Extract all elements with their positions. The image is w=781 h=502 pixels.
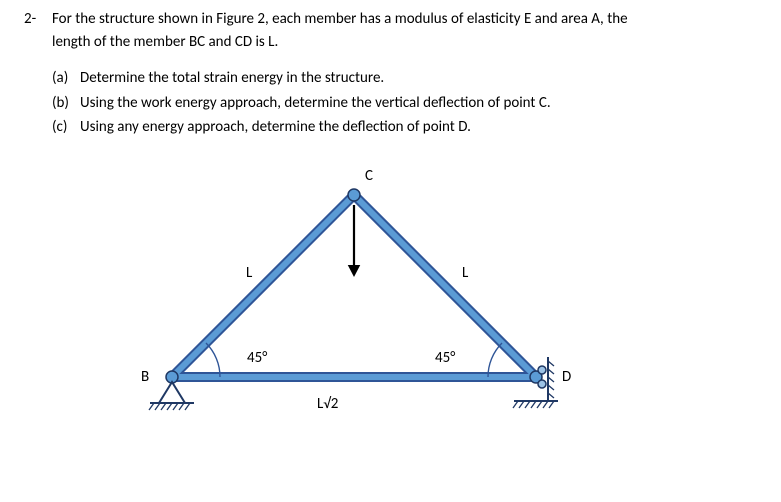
figure: C B D L L 45° 45° L√2: [24, 147, 757, 457]
subpart-b-text: Using the work energy approach, determin…: [80, 92, 757, 115]
subpart-a-label: (a): [52, 67, 80, 90]
label-B: B: [141, 366, 149, 389]
subpart-c: (c) Using any energy approach, determine…: [52, 116, 757, 139]
stem-line-1: For the structure shown in Figure 2, eac…: [52, 10, 628, 28]
label-C: C: [365, 165, 373, 188]
subpart-a-text: Determine the total strain energy in the…: [80, 67, 757, 90]
label-D: D: [562, 366, 571, 389]
document-root: 2- For the structure shown in Figure 2, …: [0, 0, 781, 457]
subparts: (a) Determine the total strain energy in…: [24, 67, 757, 139]
subpart-a: (a) Determine the total strain energy in…: [52, 67, 757, 90]
label-bottom-length: L√2: [317, 393, 338, 416]
question-stem: For the structure shown in Figure 2, eac…: [52, 8, 757, 53]
label-angle-left: 45°: [247, 347, 267, 370]
stem-line-2: length of the member BC and CD is L.: [52, 33, 278, 51]
label-L-left: L: [246, 262, 252, 285]
label-angle-right: 45°: [435, 347, 455, 370]
question-header: 2- For the structure shown in Figure 2, …: [24, 8, 757, 53]
truss-diagram: [142, 147, 592, 447]
subpart-b: (b) Using the work energy approach, dete…: [52, 92, 757, 115]
subpart-c-text: Using any energy approach, determine the…: [80, 116, 757, 139]
subpart-b-label: (b): [52, 92, 80, 115]
label-L-right: L: [462, 262, 468, 285]
subpart-c-label: (c): [52, 116, 80, 139]
question-number: 2-: [24, 8, 52, 53]
